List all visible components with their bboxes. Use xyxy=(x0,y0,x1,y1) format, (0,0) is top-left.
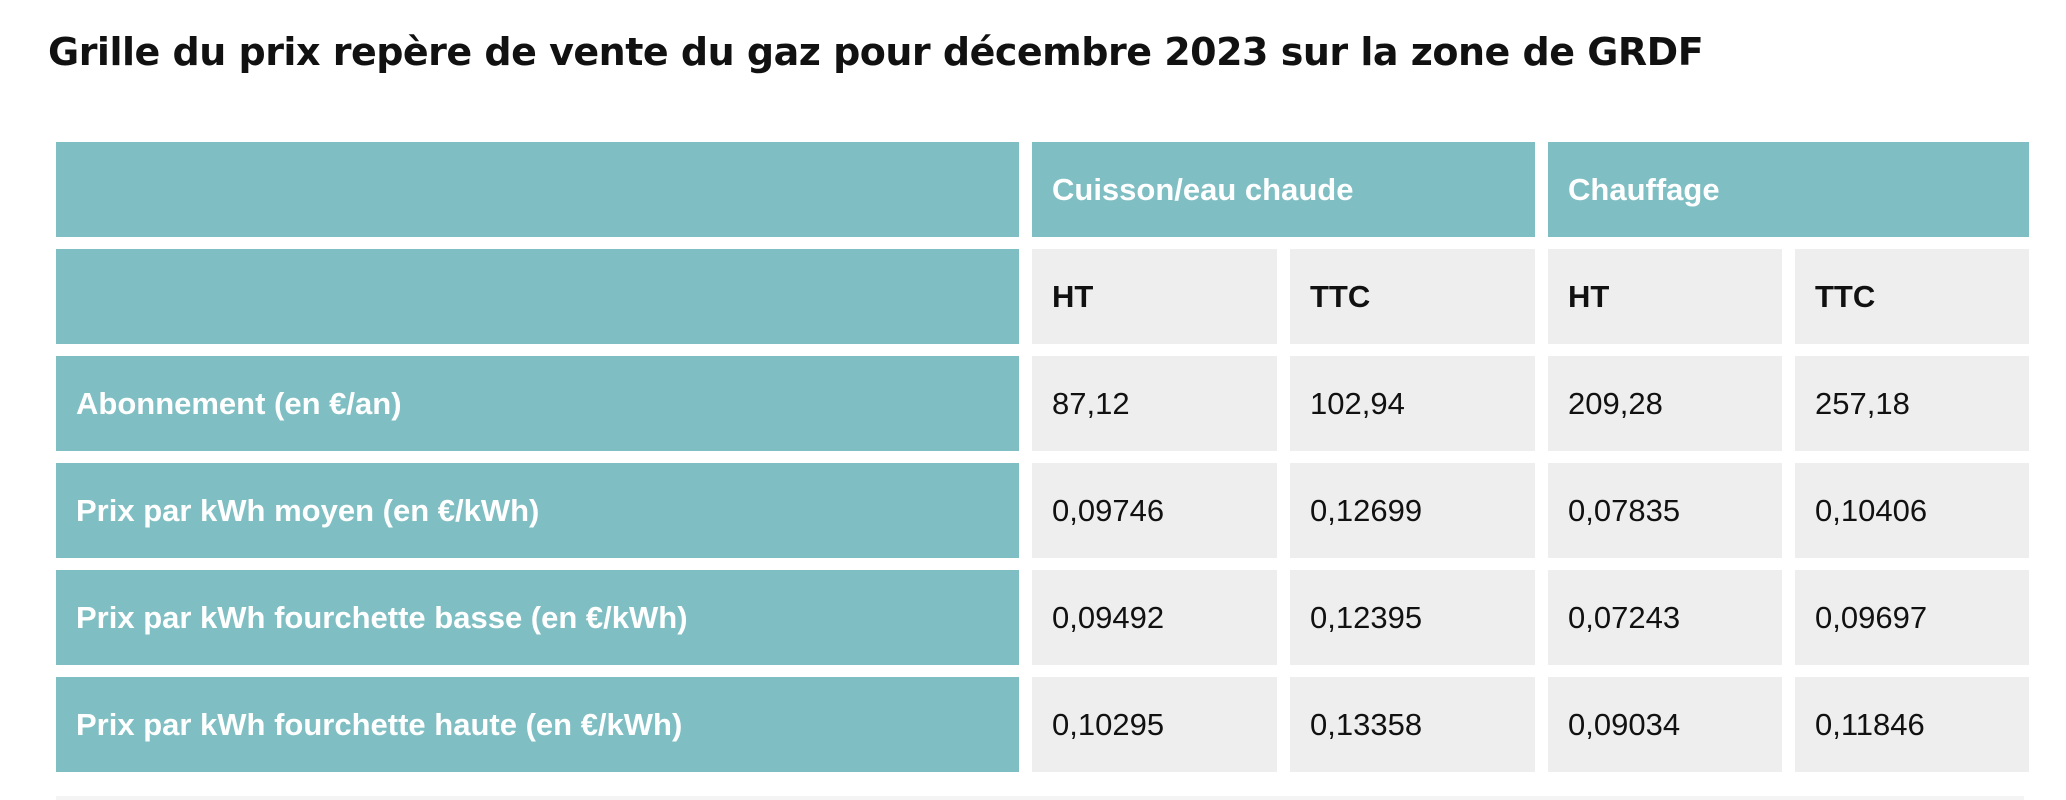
table-cell: 0,12699 xyxy=(1290,463,1535,558)
row-label-prix-moyen: Prix par kWh moyen (en €/kWh) xyxy=(56,463,1019,558)
subheader-cuisson-ttc: TTC xyxy=(1290,249,1535,344)
row-label-fourchette-basse: Prix par kWh fourchette basse (en €/kWh) xyxy=(56,570,1019,665)
table-cell: 102,94 xyxy=(1290,356,1535,451)
table-cell: 0,10406 xyxy=(1795,463,2029,558)
table-cell: 0,07835 xyxy=(1548,463,1782,558)
row-label-abonnement: Abonnement (en €/an) xyxy=(56,356,1019,451)
group-header-chauffage: Chauffage xyxy=(1548,142,2029,237)
group-header-cuisson: Cuisson/eau chaude xyxy=(1032,142,1535,237)
subheader-empty-cell xyxy=(56,249,1019,344)
price-table: Cuisson/eau chaude Chauffage HT TTC HT T… xyxy=(56,142,2029,772)
row-label-fourchette-haute: Prix par kWh fourchette haute (en €/kWh) xyxy=(56,677,1019,772)
table-cell: 257,18 xyxy=(1795,356,2029,451)
table-bottom-divider xyxy=(56,796,2024,800)
table-cell: 0,13358 xyxy=(1290,677,1535,772)
subheader-cuisson-ht: HT xyxy=(1032,249,1277,344)
table-cell: 0,09697 xyxy=(1795,570,2029,665)
table-cell: 0,10295 xyxy=(1032,677,1277,772)
subheader-chauffage-ht: HT xyxy=(1548,249,1782,344)
table-cell: 0,09746 xyxy=(1032,463,1277,558)
table-cell: 0,09492 xyxy=(1032,570,1277,665)
table-cell: 209,28 xyxy=(1548,356,1782,451)
page-title: Grille du prix repère de vente du gaz po… xyxy=(48,30,1704,74)
header-empty-cell xyxy=(56,142,1019,237)
table-cell: 0,09034 xyxy=(1548,677,1782,772)
table-cell: 0,11846 xyxy=(1795,677,2029,772)
table-cell: 0,12395 xyxy=(1290,570,1535,665)
table-cell: 87,12 xyxy=(1032,356,1277,451)
table-cell: 0,07243 xyxy=(1548,570,1782,665)
subheader-chauffage-ttc: TTC xyxy=(1795,249,2029,344)
